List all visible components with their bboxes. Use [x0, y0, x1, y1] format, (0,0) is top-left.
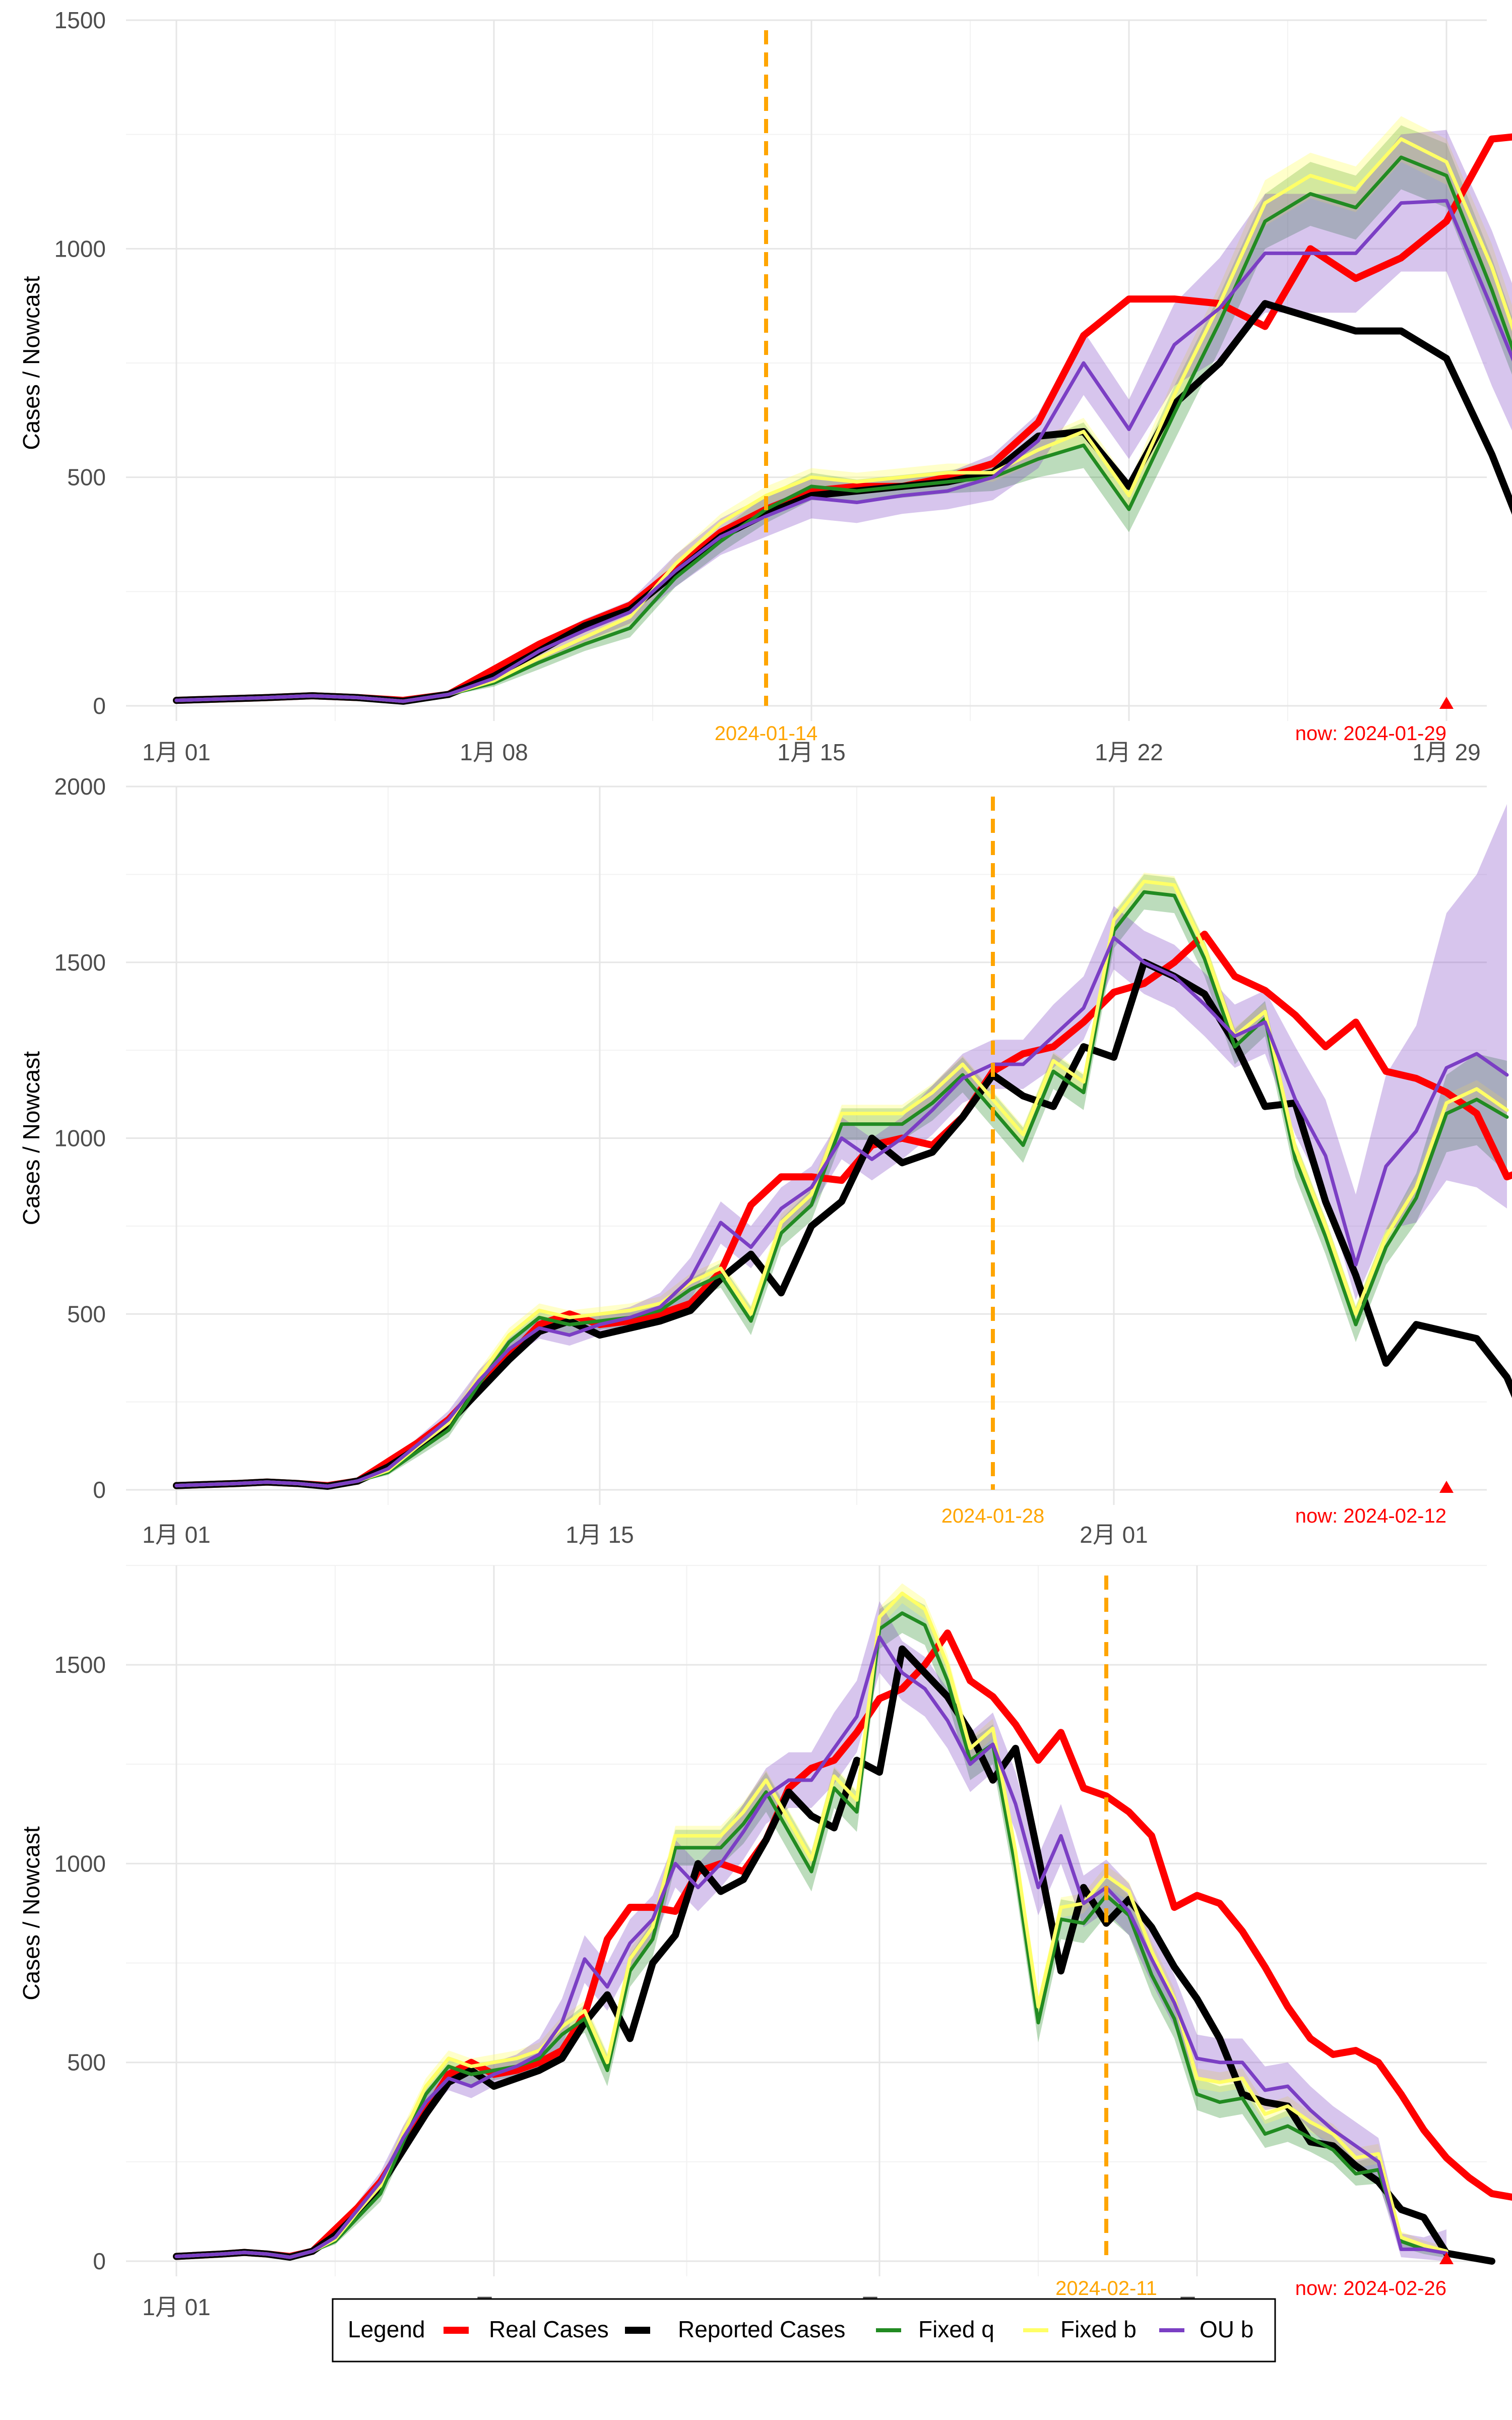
series-line-fixed-q [174, 890, 1509, 1488]
chart-panel-2: 0 500 1000 1500 2000 1月 01 1月 15 2月 01 Cases / N… [18, 773, 1512, 1548]
y-axis-title: Cases / Nowcast [18, 276, 44, 450]
series-line-ou-b [174, 1635, 1448, 2259]
x-tick-label: 1月 22 [1095, 739, 1163, 765]
now-marker [1439, 1481, 1454, 1493]
y-tick-label: 1500 [54, 949, 106, 976]
reference-vline-label: 2024-01-28 [941, 1505, 1045, 1527]
now-label: now: 2024-02-12 [1295, 1505, 1446, 1527]
legend-title: Legend [348, 2316, 425, 2342]
now-label: now: 2024-02-26 [1295, 2277, 1446, 2300]
legend-label-fixed-q: Fixed q [918, 2316, 994, 2342]
y-tick-label: 1000 [54, 235, 106, 262]
series-line-ou-b [174, 199, 1512, 703]
y-tick-label: 1500 [54, 7, 106, 33]
now-label: now: 2024-01-29 [1295, 722, 1446, 745]
x-tick-label: 2月 01 [1080, 1522, 1148, 1548]
y-tick-label: 1000 [54, 1125, 106, 1152]
x-tick-label: 1月 01 [142, 1522, 211, 1548]
legend-label-reported-cases: Reported Cases [678, 2316, 845, 2342]
x-tick-label: 1月 01 [142, 739, 211, 765]
series-line-ou-b [174, 936, 1509, 1488]
chart-panels: 0 500 1000 1500 1月 01 1月 08 1月 15 1月 22 1月 29 Cas… [18, 7, 1512, 2320]
series-line-fixed-q [174, 1611, 1448, 2259]
y-tick-label: 0 [93, 2248, 106, 2274]
y-tick-label: 0 [93, 693, 106, 719]
band-fixed-b [176, 116, 1512, 702]
y-tick-label: 500 [67, 464, 106, 491]
y-tick-label: 2000 [54, 773, 106, 800]
y-tick-label: 0 [93, 1477, 106, 1503]
x-tick-label: 1月 08 [460, 739, 528, 765]
y-tick-label: 500 [67, 2049, 106, 2076]
y-tick-label: 1000 [54, 1850, 106, 1877]
legend: Legend Real Cases Reported Cases Fixed q… [332, 2298, 1276, 2363]
legend-box [332, 2298, 1276, 2363]
reference-vline-label: 2024-02-11 [1055, 2277, 1157, 2300]
y-axis-title: Cases / Nowcast [18, 1051, 44, 1225]
now-marker [1439, 697, 1454, 709]
legend-label-fixed-b: Fixed b [1060, 2316, 1137, 2342]
x-tick-label: 1月 29 [1412, 739, 1481, 765]
series-line-real-cases [173, 930, 1512, 1489]
x-tick-label: 1月 15 [777, 739, 846, 765]
now-marker [1439, 2252, 1454, 2264]
x-tick-label: 1月 15 [565, 1522, 634, 1548]
y-axis-title: Cases / Nowcast [18, 1826, 44, 2000]
y-tick-label: 500 [67, 1301, 106, 1327]
reference-vline-label: 2024-01-14 [715, 722, 818, 745]
x-tick-label: 1月 01 [142, 2294, 211, 2320]
band-ou-b [176, 130, 1512, 703]
legend-label-ou-b: OU b [1200, 2316, 1253, 2342]
y-tick-label: 1500 [54, 1652, 106, 1678]
legend-label-real-cases: Real Cases [489, 2316, 609, 2342]
chart-panel-1: 0 500 1000 1500 1月 01 1月 08 1月 15 1月 22 1月 29 Cas… [18, 7, 1512, 765]
